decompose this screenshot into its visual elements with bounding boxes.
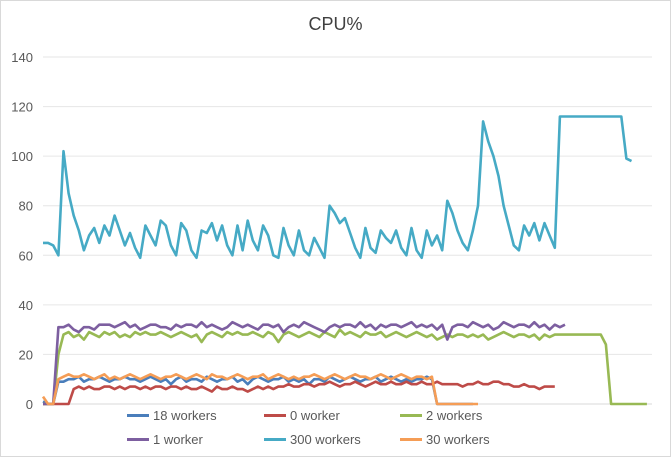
legend-swatch xyxy=(400,414,422,417)
y-tick-label: 80 xyxy=(19,199,33,214)
legend-item: 0 worker xyxy=(264,408,340,423)
legend-label: 30 workers xyxy=(426,432,490,447)
legend-label: 1 worker xyxy=(153,432,203,447)
series-line-300-workers xyxy=(43,115,633,260)
y-tick-label: 40 xyxy=(19,298,33,313)
series-line-0-worker xyxy=(43,380,555,406)
legend-swatch xyxy=(264,414,286,417)
y-tick-label: 100 xyxy=(11,149,33,164)
series-line-2-workers xyxy=(43,328,647,406)
legend-swatch xyxy=(127,438,149,441)
series-line-1-worker xyxy=(43,320,566,406)
series-line-18-workers xyxy=(42,375,473,406)
legend-swatch xyxy=(400,438,422,441)
legend-item: 1 worker xyxy=(127,432,203,447)
legend-swatch xyxy=(127,414,149,417)
legend-label: 0 worker xyxy=(290,408,340,423)
legend-swatch xyxy=(264,438,286,441)
legend-label: 18 workers xyxy=(153,408,217,423)
legend-item: 300 workers xyxy=(264,432,361,447)
series-line-30-workers xyxy=(41,372,478,406)
legend-label: 300 workers xyxy=(290,432,361,447)
chart-title: CPU% xyxy=(308,14,363,34)
legend-item: 30 workers xyxy=(400,432,490,447)
y-tick-label: 120 xyxy=(11,100,33,115)
legend-item: 18 workers xyxy=(127,408,217,423)
y-tick-label: 140 xyxy=(11,50,33,65)
y-tick-label: 20 xyxy=(19,347,33,362)
legend-item: 2 workers xyxy=(400,408,482,423)
y-tick-label: 0 xyxy=(26,397,33,412)
y-tick-label: 60 xyxy=(19,248,33,263)
legend-label: 2 workers xyxy=(426,408,483,423)
